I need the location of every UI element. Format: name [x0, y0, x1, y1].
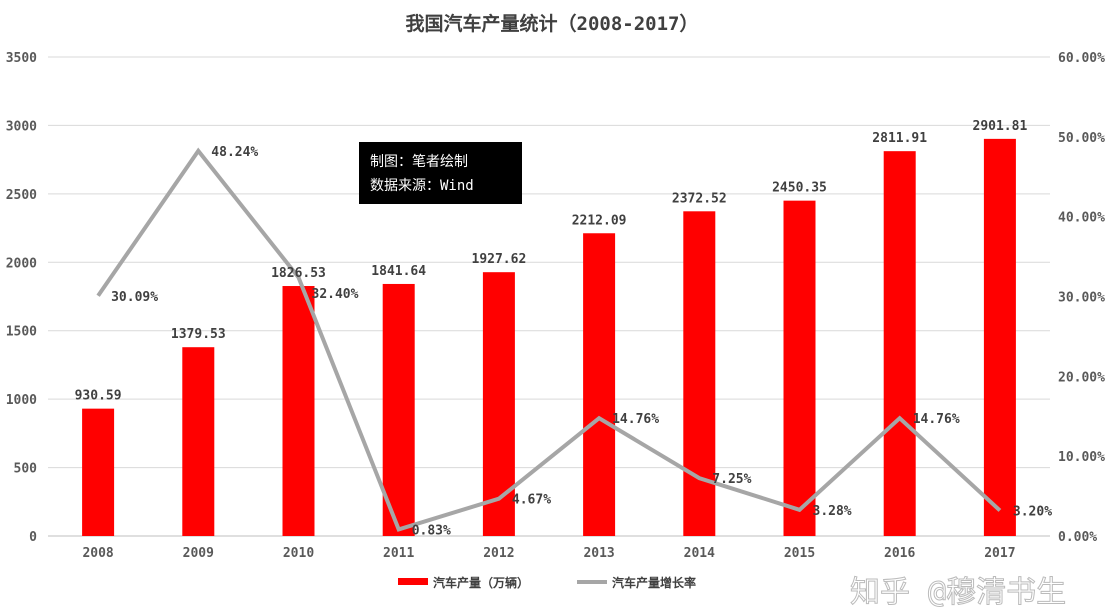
y-right-tick-label: 50.00% [1058, 131, 1105, 146]
y-left-tick-label: 1000 [6, 393, 37, 408]
bar [82, 409, 114, 536]
y-right-tick-label: 0.00% [1058, 530, 1097, 545]
x-tick-label: 2014 [684, 546, 715, 561]
line-data-label: 14.76% [612, 412, 659, 427]
line-data-label: 30.09% [111, 290, 158, 305]
bar-data-label: 1826.53 [271, 266, 326, 281]
line-data-label: 32.40% [312, 287, 359, 302]
x-tick-label: 2010 [283, 546, 314, 561]
bar-data-label: 2901.81 [973, 119, 1028, 134]
legend: 汽车产量（万辆） 汽车产量增长率 [398, 575, 696, 590]
y-right-tick-label: 20.00% [1058, 370, 1105, 385]
x-tick-label: 2011 [383, 546, 414, 561]
y-left-tick-label: 1500 [6, 325, 37, 340]
bar-data-label: 1841.64 [371, 264, 426, 279]
x-tick-label: 2017 [984, 546, 1015, 561]
line-data-label: 3.28% [813, 504, 852, 519]
bar-data-label: 1379.53 [171, 327, 226, 342]
x-tick-label: 2013 [583, 546, 614, 561]
legend-label-bar: 汽车产量（万辆） [433, 575, 529, 590]
y-right-tick-label: 10.00% [1058, 450, 1105, 465]
y-left-tick-label: 500 [14, 462, 38, 477]
y-right-tick-label: 30.00% [1058, 291, 1105, 306]
x-tick-label: 2008 [82, 546, 113, 561]
x-tick-label: 2012 [483, 546, 514, 561]
y-right-tick-label: 60.00% [1058, 51, 1105, 66]
bar [583, 233, 615, 536]
bar-data-label: 2372.52 [672, 191, 727, 206]
y-left-tick-label: 3000 [6, 119, 37, 134]
line-data-label: 4.67% [512, 493, 551, 508]
x-tick-label: 2016 [884, 546, 915, 561]
legend-label-line: 汽车产量增长率 [612, 575, 696, 590]
bar-data-label: 2811.91 [872, 131, 927, 146]
bar [984, 139, 1016, 536]
line-data-label: 14.76% [913, 412, 960, 427]
chart-title: 我国汽车产量统计（2008-2017） [406, 12, 699, 35]
x-tick-label: 2015 [784, 546, 815, 561]
line-data-label: 0.83% [412, 523, 451, 538]
annotation-line-2: 数据来源：Wind [370, 178, 474, 194]
x-tick-label: 2009 [183, 546, 214, 561]
bar [283, 286, 315, 536]
y-left-tick-label: 3500 [6, 51, 37, 66]
bar [683, 211, 715, 536]
y-right-tick-label: 40.00% [1058, 211, 1105, 226]
legend-swatch-bar [398, 578, 428, 585]
growth-line [98, 151, 1000, 529]
bar-data-label: 2450.35 [772, 181, 827, 196]
annotation-box: 制图：笔者绘制 数据来源：Wind [359, 142, 522, 204]
annotation-line-1: 制图：笔者绘制 [370, 154, 468, 170]
bar [884, 151, 916, 536]
bar-data-label: 2212.09 [572, 213, 627, 228]
line-data-label: 48.24% [211, 145, 258, 160]
bar-data-label: 1927.62 [472, 252, 527, 267]
y-left-tick-label: 2500 [6, 188, 37, 203]
y-left-tick-label: 2000 [6, 256, 37, 271]
line-data-label: 7.25% [712, 472, 751, 487]
bar [784, 201, 816, 536]
bar-data-label: 930.59 [75, 389, 122, 404]
watermark: 知乎 @穆清书生 [850, 575, 1066, 607]
line-data-label: 3.20% [1013, 504, 1052, 519]
y-left-tick-label: 0 [29, 530, 37, 545]
bar [182, 347, 214, 536]
